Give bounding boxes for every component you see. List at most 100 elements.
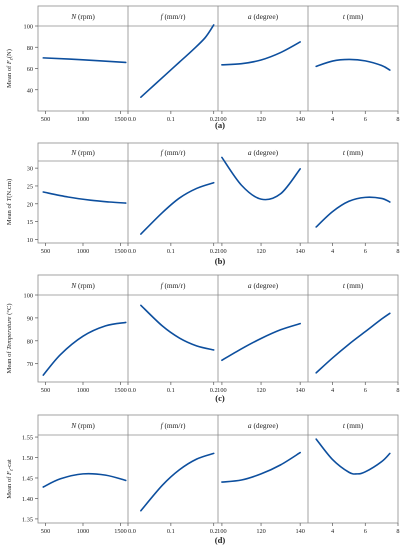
- x-tick-label: 0.2: [210, 248, 218, 255]
- y-axis-title-prefix: Mean of: [6, 475, 13, 499]
- y-tick-label: 20: [27, 201, 33, 208]
- y-axis-title-unit: (N): [6, 49, 13, 58]
- x-tick-label: 1500: [114, 248, 127, 255]
- facet-header-label: f (mm/r): [161, 281, 186, 290]
- x-tick-label: 100: [217, 248, 226, 255]
- facet-variable: f: [161, 421, 164, 430]
- main-effect-line-a: [221, 451, 301, 483]
- y-tick-label: 1.55: [22, 435, 33, 442]
- y-axis-title: Mean of T(N.cm): [6, 179, 13, 225]
- facet-a: a (degree) 100 120 140: [217, 275, 305, 394]
- facet-header-label: f (mm/r): [161, 148, 186, 157]
- x-tick-label: 500: [41, 248, 50, 255]
- facet-unit: (rpm): [76, 12, 95, 21]
- panel-label: (a): [215, 120, 225, 130]
- facet-unit: (mm): [345, 281, 364, 290]
- facet-header-label: a (degree): [248, 148, 279, 157]
- y-tick-label: 100: [24, 24, 33, 31]
- facet-a: a (degree) 100 120 140: [217, 6, 305, 123]
- x-tick-label: 140: [295, 528, 304, 535]
- x-tick-label: 0.2: [210, 387, 218, 394]
- x-tick-label: 1000: [77, 528, 90, 535]
- main-effect-line-t: [315, 196, 391, 228]
- facet-header-label: t (mm): [343, 281, 364, 290]
- facet-unit: (mm/r): [163, 421, 186, 430]
- y-tick-label: 1.50: [22, 455, 33, 462]
- x-tick-label: 6: [364, 248, 367, 255]
- facet-f: f (mm/r) 0.0 0.1 0.2: [127, 6, 218, 123]
- x-tick-label: 4: [331, 116, 335, 123]
- facet-variable: f: [161, 148, 164, 157]
- facet-variable: a: [248, 281, 252, 290]
- facet-N: N (rpm) 500 1000 1500: [41, 12, 127, 123]
- facet-variable: N: [70, 148, 77, 157]
- facet-unit: (mm/r): [163, 12, 186, 21]
- x-tick-label: 0.0: [128, 528, 136, 535]
- y-axis-title-prefix: Mean of: [6, 350, 13, 374]
- x-tick-label: 140: [295, 387, 304, 394]
- facet-header-label: f (mm/r): [161, 421, 186, 430]
- x-tick-label: 4: [331, 387, 335, 394]
- y-tick-label: 100: [24, 293, 33, 300]
- x-tick-label: 1500: [114, 528, 127, 535]
- y-axis-title-subscript: z: [10, 58, 15, 61]
- main-effect-line-a: [221, 322, 301, 362]
- facet-header-label: t (mm): [343, 12, 364, 21]
- x-tick-label: 120: [256, 248, 265, 255]
- facet-f: f (mm/r) 0.0 0.1 0.2: [127, 143, 218, 255]
- x-tick-label: 140: [295, 248, 304, 255]
- main-effect-line-N: [42, 57, 127, 64]
- facet-unit: (mm): [345, 148, 364, 157]
- y-tick-label: 10: [27, 237, 33, 244]
- facet-unit: (mm): [345, 421, 364, 430]
- y-tick-label: 80: [27, 338, 33, 345]
- facet-t: t (mm) 4 6 8: [307, 6, 400, 123]
- y-tick-label: 60: [27, 66, 33, 73]
- y-tick-label: 90: [27, 315, 33, 322]
- main-effect-line-t: [315, 58, 391, 71]
- x-tick-label: 0.2: [210, 116, 218, 123]
- facet-variable: a: [248, 12, 252, 21]
- x-tick-label: 1000: [77, 116, 90, 123]
- facet-t: t (mm) 4 6 8: [307, 275, 400, 394]
- facet-a: a (degree) 100 120 140: [217, 143, 305, 255]
- facet-unit: (mm/r): [163, 148, 186, 157]
- facet-variable: f: [161, 281, 164, 290]
- y-axis-title-unit: (°C): [6, 303, 13, 316]
- facet-variable: t: [343, 281, 346, 290]
- facet-f: f (mm/r) 0.0 0.1 0.2: [127, 415, 218, 535]
- y-axis-title-variable: Temperature: [6, 316, 13, 349]
- facet-t: t (mm) 4 6 8: [307, 143, 400, 255]
- chart-panel-1: 40 60 80 100 Mean of Fz(N) N (rpm) 500 1000 1500…: [6, 5, 400, 130]
- main-effect-line-N: [42, 472, 127, 488]
- facet-unit: (degree): [252, 281, 279, 290]
- main-effect-line-f: [140, 181, 215, 235]
- facet-a: a (degree) 100 120 140: [217, 415, 305, 535]
- facet-variable: N: [70, 281, 77, 290]
- x-tick-label: 0.2: [210, 528, 218, 535]
- y-axis-title-unit: (N.cm): [6, 179, 13, 198]
- facet-unit: (rpm): [76, 421, 95, 430]
- y-tick-label: 15: [27, 219, 33, 226]
- facet-unit: (rpm): [76, 148, 95, 157]
- x-tick-label: 120: [256, 116, 265, 123]
- y-tick-label: 70: [27, 361, 33, 368]
- y-axis-title: Mean of Temperature (°C): [6, 303, 13, 373]
- x-tick-label: 0.1: [167, 387, 175, 394]
- chart-panel-2: 10 15 20 25 30 Mean of T(N.cm) N (rpm) 500 1000 1…: [6, 142, 400, 266]
- x-tick-label: 0.0: [128, 248, 136, 255]
- facet-header-label: t (mm): [343, 148, 364, 157]
- y-tick-label: 1.35: [22, 516, 33, 523]
- x-tick-label: 8: [396, 528, 399, 535]
- x-tick-label: 6: [364, 116, 367, 123]
- y-axis-title: Mean of Fz(N): [6, 49, 15, 88]
- facet-variable: t: [343, 12, 346, 21]
- x-tick-label: 500: [41, 116, 50, 123]
- y-tick-label: 40: [27, 87, 33, 94]
- facet-header-label: t (mm): [343, 421, 364, 430]
- facet-f: f (mm/r) 0.0 0.1 0.2: [127, 275, 218, 394]
- panel-label: (b): [215, 256, 226, 266]
- x-tick-label: 6: [364, 528, 367, 535]
- x-tick-label: 0.1: [167, 116, 175, 123]
- facet-t: t (mm) 4 6 8: [307, 415, 400, 535]
